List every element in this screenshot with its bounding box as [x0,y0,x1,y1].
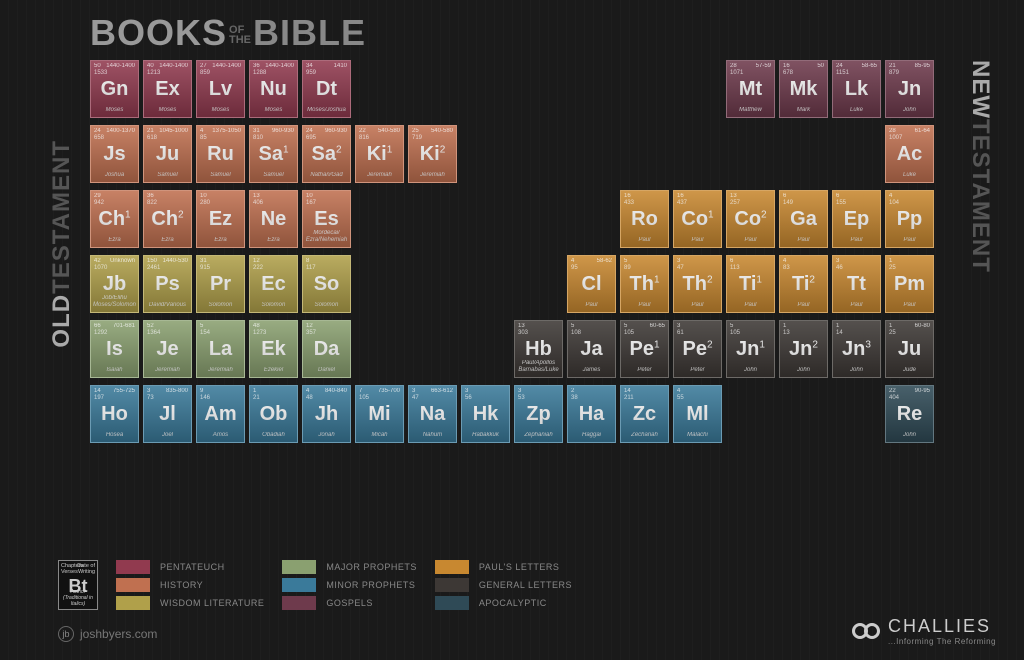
book-cell-lv: 278591440-1400LvMoses [196,60,245,118]
book-cell-pp: 4104PpPaul [885,190,934,248]
book-cell-cl: 49558-62ClPaul [567,255,616,313]
book-cell-sa1: 31810960-930Sa1Samuel [249,125,298,183]
book-cell-ep: 6155EpPaul [832,190,881,248]
legend-item-pauls_letters: Paul's Letters [435,560,572,574]
book-cell-is: 661292701-681IsIsaiah [90,320,139,378]
book-cell-ml: 455MlMalachi [673,385,722,443]
book-cell-es: 10167EsMordecai/Ezra/Nehemiah [302,190,351,248]
book-cell-pr: 31915PrSolomon [196,255,245,313]
book-cell-co1: 16437Co1Paul [673,190,722,248]
book-cell-tt: 346TtPaul [832,255,881,313]
new-testament-label: NEWTESTAMENT [966,60,994,273]
credit-left-text: joshbyers.com [80,627,157,641]
old-testament-label: OLDTESTAMENT [48,140,76,348]
challies-logo-icon [852,620,880,642]
book-cell-ho: 14197755-725HoHosea [90,385,139,443]
book-cell-pe1: 510560-65Pe1Peter [620,320,669,378]
book-cell-ob: 121ObObadiah [249,385,298,443]
legend-column: Paul's Letters General Letters Apocalyptic [435,560,572,610]
credit-left: jb joshbyers.com [58,626,157,642]
legend-item-gospels: Gospels [282,596,417,610]
book-cell-am: 9146AmAmos [196,385,245,443]
book-cell-ps: 15024611440-530PsDavid/Various [143,255,192,313]
book-cell-ex: 4012131440-1400ExMoses [143,60,192,118]
jb-logo-icon: jb [58,626,74,642]
book-cell-ro: 16433RoPaul [620,190,669,248]
legend-key-cell: ChaptersVerses Date ofWriting Bt Author(… [58,560,98,610]
book-cell-th1: 589Th1Paul [620,255,669,313]
book-cell-dt: 349591410DtMoses/Joshua [302,60,351,118]
book-cell-ti1: 6113Ti1Paul [726,255,775,313]
legend-item-general_letters: General Letters [435,578,572,592]
legend-item-minor_prophets: Minor Prophets [282,578,417,592]
book-cell-ga: 6149GaPaul [779,190,828,248]
book-cell-zc: 14211ZcZechariah [620,385,669,443]
legend: ChaptersVerses Date ofWriting Bt Author(… [58,560,572,610]
book-cell-so: 8117SoSolomon [302,255,351,313]
book-cell-sa2: 24695960-930Sa2Nathan/Gad [302,125,351,183]
book-cell-nu: 3612881440-1400NuMoses [249,60,298,118]
credit-right-name: CHALLIES [888,616,996,637]
legend-item-pentateuch: Pentateuch [116,560,264,574]
book-cell-ne: 13406NeEzra [249,190,298,248]
legend-column: Major Prophets Minor Prophets Gospels [282,560,417,610]
book-cell-ez: 10280EzEzra [196,190,245,248]
book-cell-je: 521364JeJeremiah [143,320,192,378]
book-cell-ch1: 29942Ch1Ezra [90,190,139,248]
book-cell-jl: 373835-800JlJoel [143,385,192,443]
title-books: BOOKS [90,12,227,53]
book-cell-ch2: 36822Ch2Ezra [143,190,192,248]
book-cell-ha: 238HaHaggai [567,385,616,443]
book-cell-ki2: 25719540-580Ki2Jeremiah [408,125,457,183]
book-cell-jn: 2187985-95JnJohn [885,60,934,118]
book-cell-lk: 24115158-65LkLuke [832,60,881,118]
book-cell-na: 347663-612NaNahum [408,385,457,443]
book-cell-ec: 12222EcSolomon [249,255,298,313]
main-title: BOOKSOFTHEBIBLE [90,12,366,54]
title-of: OFTHE [229,25,251,45]
book-cell-gn: 5015331440-1400GnMoses [90,60,139,118]
title-bible: BIBLE [253,12,366,53]
book-cell-co2: 13257Co2Paul [726,190,775,248]
credit-right: CHALLIES ...Informing The Reforming [852,616,996,646]
book-cell-ju: 216181045-1000JuSamuel [143,125,192,183]
book-cell-pe2: 361Pe2Peter [673,320,722,378]
credit-right-tag: ...Informing The Reforming [888,637,996,646]
book-cell-ti2: 483Ti2Paul [779,255,828,313]
book-cell-la: 5154LaJeremiah [196,320,245,378]
book-cell-re: 2240490-95ReJohn [885,385,934,443]
book-cell-ek: 481273EkEzekiel [249,320,298,378]
book-cell-mk: 1667850MkMark [779,60,828,118]
book-cell-zp: 353ZpZephaniah [514,385,563,443]
legend-column: Pentateuch History Wisdom Literature [116,560,264,610]
legend-item-major_prophets: Major Prophets [282,560,417,574]
book-cell-ac: 28100761-64AcLuke [885,125,934,183]
book-cell-jh: 448840-840JhJonah [302,385,351,443]
book-cell-mt: 28107157-59MtMatthew [726,60,775,118]
book-cell-th2: 347Th2Paul [673,255,722,313]
book-cell-ja: 5108JaJames [567,320,616,378]
book-cell-hk: 356HkHabakkuk [461,385,510,443]
book-cell-ju: 12560-80JuJude [885,320,934,378]
legend-item-apocalyptic: Apocalyptic [435,596,572,610]
book-cell-hb: 13303HbPaul/ApollosBarnabas/Luke [514,320,563,378]
book-cell-pm: 125PmPaul [885,255,934,313]
book-cell-js: 246581400-1370JsJoshua [90,125,139,183]
book-cell-mi: 7105735-700MiMicah [355,385,404,443]
book-cell-jn3: 114Jn3John [832,320,881,378]
book-cell-ki1: 22816540-580Ki1Jeremiah [355,125,404,183]
book-cell-jn2: 113Jn2John [779,320,828,378]
book-cell-da: 12357DaDaniel [302,320,351,378]
book-cell-jb: 421070UnknownJbJob/ElihuMoses/Solomon [90,255,139,313]
book-cell-ru: 4851375-1050RuSamuel [196,125,245,183]
book-cell-jn1: 5105Jn1John [726,320,775,378]
legend-item-history: History [116,578,264,592]
legend-item-wisdom: Wisdom Literature [116,596,264,610]
